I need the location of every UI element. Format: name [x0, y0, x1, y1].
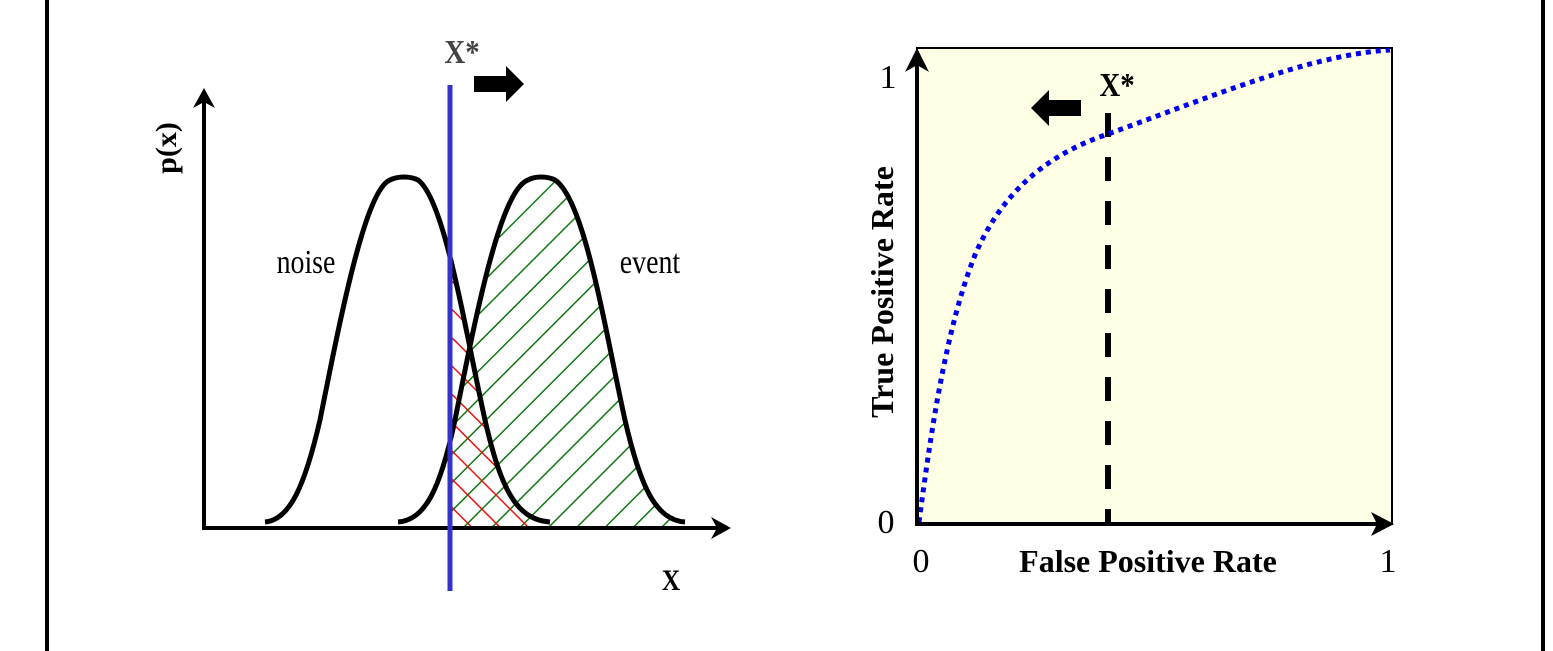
arrow-left-icon	[1031, 90, 1081, 126]
x-axis-arrow-icon	[711, 517, 731, 539]
noise-curve	[264, 174, 551, 525]
y-tick-0: 0	[878, 504, 895, 541]
y-tick-1: 1	[880, 59, 897, 96]
x-axis-label: X	[662, 564, 680, 597]
true-positive-area	[452, 177, 685, 528]
roc-x-axis-arrow-icon	[1371, 512, 1394, 536]
roc-plot-area	[916, 47, 1393, 525]
frame-border-right	[1541, 0, 1545, 651]
roc-x-axis-label: False Positive Rate	[1019, 543, 1277, 579]
event-curve	[397, 174, 686, 525]
distribution-panel: p(x) X X* noise event	[150, 33, 731, 598]
roc-y-axis-label: True Positive Rate	[864, 166, 900, 418]
roc-y-axis-arrow-icon	[905, 48, 929, 72]
roc-threshold-label: X*	[1099, 66, 1134, 104]
roc-panel: 1 0 0 1 False Positive Rate True Positiv…	[864, 47, 1397, 580]
roc-curve	[916, 47, 1391, 523]
frame-border-left	[45, 0, 49, 651]
false-positive-area	[452, 264, 550, 528]
event-label: event	[620, 242, 681, 280]
threshold-label: X*	[444, 33, 479, 71]
noise-label: noise	[277, 242, 336, 280]
x-tick-0: 0	[913, 543, 930, 580]
x-tick-1: 1	[1380, 543, 1397, 580]
y-axis-label: p(x)	[150, 122, 183, 174]
y-axis-arrow-icon	[193, 88, 215, 108]
arrow-right-icon	[474, 66, 524, 102]
